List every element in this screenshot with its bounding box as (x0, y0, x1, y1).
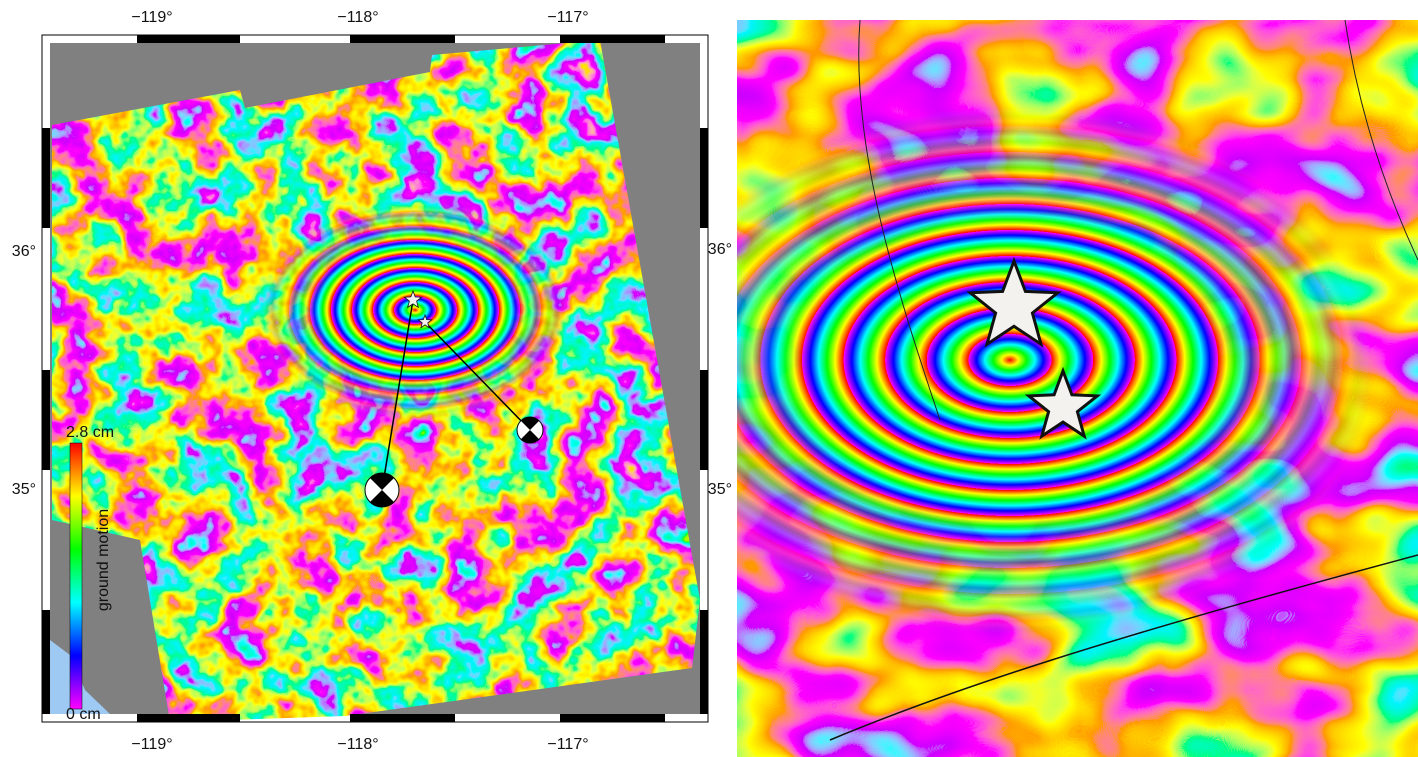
y-label: 36° (708, 241, 732, 258)
x-label-top: −118° (337, 9, 378, 26)
colorbar (70, 443, 82, 709)
frame-tick (137, 714, 240, 722)
frame-tick (700, 370, 708, 470)
frame-tick (350, 35, 455, 43)
y-label: 35° (708, 481, 732, 498)
y-label: 35° (12, 481, 36, 498)
colorbar-title: ground motion (95, 509, 112, 611)
frame-tick (42, 128, 50, 228)
y-label: 36° (12, 243, 36, 260)
x-label-bottom: −117° (547, 736, 588, 753)
left-map: 2.8 cm 0 cm ground motion −119° −118° −1… (12, 9, 708, 753)
colorbar-min: 0 cm (66, 706, 101, 723)
beachball (365, 473, 399, 507)
x-label-top: −117° (547, 9, 588, 26)
frame-tick (42, 610, 50, 714)
frame-tick (42, 370, 50, 470)
beachball (517, 417, 543, 443)
figure: 2.8 cm 0 cm ground motion −119° −118° −1… (0, 0, 1418, 757)
frame-tick (700, 128, 708, 228)
frame-tick (560, 35, 665, 43)
x-label-bottom: −118° (337, 736, 378, 753)
colorbar-max: 2.8 cm (66, 424, 114, 441)
frame-tick (137, 35, 240, 43)
frame-tick (560, 714, 665, 722)
x-label-top: −119° (131, 9, 172, 26)
interferogram-zoom (737, 20, 1418, 757)
fringe-rings (737, 20, 1418, 757)
body: 2.8 cm 0 cm ground motion −119° −118° −1… (0, 0, 1418, 757)
page: Interferogram {"left_map": { "x_labels_t… (0, 0, 1418, 757)
frame-tick (700, 610, 708, 714)
x-label-bottom: −119° (131, 736, 172, 753)
frame-tick (350, 714, 455, 722)
